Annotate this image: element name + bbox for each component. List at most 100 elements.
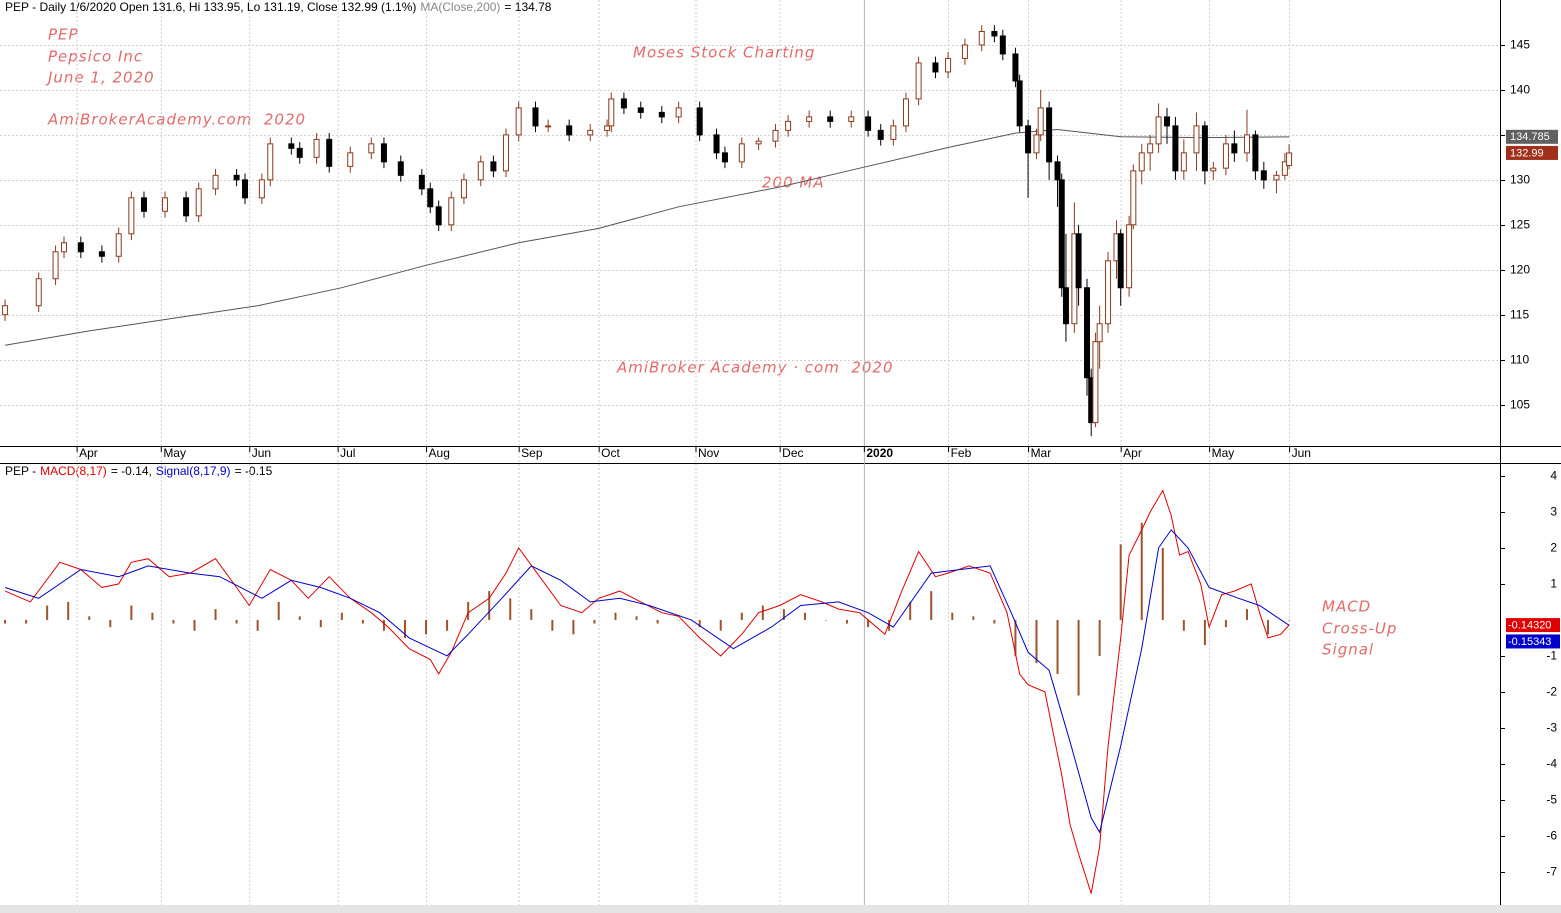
histogram-bar [803, 612, 806, 620]
x-tick-label: Oct [601, 446, 620, 460]
candle-body [1130, 170, 1137, 226]
histogram-bar [551, 619, 554, 631]
candle-body [397, 161, 404, 176]
candle-body [1138, 152, 1145, 172]
histogram-bar [993, 619, 996, 624]
histogram-bar [1288, 619, 1291, 621]
y-tick-label: 110 [1510, 353, 1529, 367]
histogram-bar [109, 619, 112, 628]
histogram-bar [130, 605, 133, 620]
histogram-bar [172, 619, 175, 624]
histogram-bar [1140, 522, 1143, 620]
candle-body [1180, 152, 1187, 172]
histogram-bar [593, 619, 596, 624]
y-tick-label: 140 [1510, 83, 1530, 97]
histogram-bar [972, 616, 975, 620]
histogram-bar [761, 605, 764, 620]
annotation: AmiBrokerAcademy.com 2020 [47, 111, 306, 129]
x-tick-label: May [1212, 446, 1235, 460]
histogram-bar [1161, 547, 1164, 620]
candle-body [587, 129, 594, 136]
histogram-bar [67, 601, 70, 620]
candle-body [1273, 174, 1280, 181]
candle-body [675, 107, 682, 118]
annotation: Moses Stock Charting [633, 44, 815, 62]
value-box [1506, 634, 1560, 649]
candle-body [1012, 53, 1019, 82]
candle-body [515, 107, 522, 136]
candle-body [1033, 134, 1040, 154]
macd-name: MACD(8,17) [40, 464, 107, 478]
histogram-bar [446, 619, 449, 631]
candle-body [368, 143, 375, 154]
histogram-bar [46, 605, 49, 620]
sheet-tab-bar [0, 905, 1561, 913]
candle-body [162, 197, 169, 212]
histogram-bar [614, 612, 617, 620]
histogram-bar [1056, 619, 1059, 674]
histogram-bar [740, 612, 743, 620]
histogram-bar [4, 619, 7, 624]
candle-body [1084, 287, 1091, 379]
grid [0, 0, 1500, 905]
signal-name: Signal(8,17,9) [156, 464, 231, 478]
y-tick-label: -2 [1546, 685, 1557, 699]
histogram-bar [530, 609, 533, 620]
histogram-bar [867, 619, 870, 628]
candle-body [785, 120, 792, 131]
y-tick-label: 120 [1510, 263, 1530, 277]
macd-readout: = -0.14, [111, 464, 152, 478]
candle-body [427, 188, 434, 208]
histogram-bar [319, 619, 322, 628]
histogram-bar [88, 616, 91, 620]
candle-body [696, 107, 703, 136]
candle-body [1193, 125, 1200, 154]
y-tick-label: 125 [1510, 218, 1530, 232]
y-tick-label: 1 [1550, 577, 1557, 591]
candle-body [380, 143, 387, 163]
candle-body [258, 179, 265, 199]
macd-prefix: PEP - [5, 464, 36, 478]
histogram-bar [298, 616, 301, 620]
candle-body [313, 138, 320, 158]
candle-body [827, 116, 834, 122]
signal-readout: = -0.15 [235, 464, 273, 478]
candle-body [183, 197, 190, 217]
ma-line [5, 128, 1290, 346]
candle-body [978, 30, 985, 46]
candle-body [1147, 143, 1154, 154]
candle-body [1058, 179, 1065, 289]
histogram-bar [572, 619, 575, 635]
histogram-bar [1203, 619, 1206, 646]
candle-body [2, 305, 9, 316]
y-tick-label: -3 [1546, 721, 1557, 735]
annotation: MACD [1322, 598, 1371, 616]
x-tick-label: Apr [1123, 446, 1142, 460]
y-tick-label: -1 [1546, 649, 1557, 663]
macd-header: PEP - MACD(8,17) = -0.14, Signal(8,17,9) = -… [5, 464, 273, 478]
histogram-bar [1267, 619, 1270, 635]
candle-body [1281, 161, 1288, 176]
candle-body [637, 107, 644, 113]
histogram-bar [25, 619, 28, 624]
x-tick-label: Nov [698, 446, 719, 460]
candle-body [490, 161, 497, 172]
candle-body [915, 62, 922, 100]
histogram-bar [1224, 619, 1227, 628]
candle-body [1286, 152, 1293, 166]
candle-body [1046, 107, 1053, 163]
ma-readout: = 134.78 [504, 0, 551, 14]
histogram-bar [930, 591, 933, 620]
histogram-bar [1014, 619, 1017, 656]
histogram-bar [677, 619, 680, 621]
annotation: AmiBroker Academy · com 2020 [616, 359, 894, 377]
histogram-bar [488, 591, 491, 620]
candle-body [945, 57, 952, 73]
y-tick-label: -4 [1546, 757, 1557, 771]
candle-body [738, 143, 745, 163]
histogram-bar [951, 612, 954, 620]
candle-body [1201, 125, 1208, 172]
candle-body [658, 111, 665, 118]
candle-body [865, 116, 872, 131]
candle-body [477, 161, 484, 181]
